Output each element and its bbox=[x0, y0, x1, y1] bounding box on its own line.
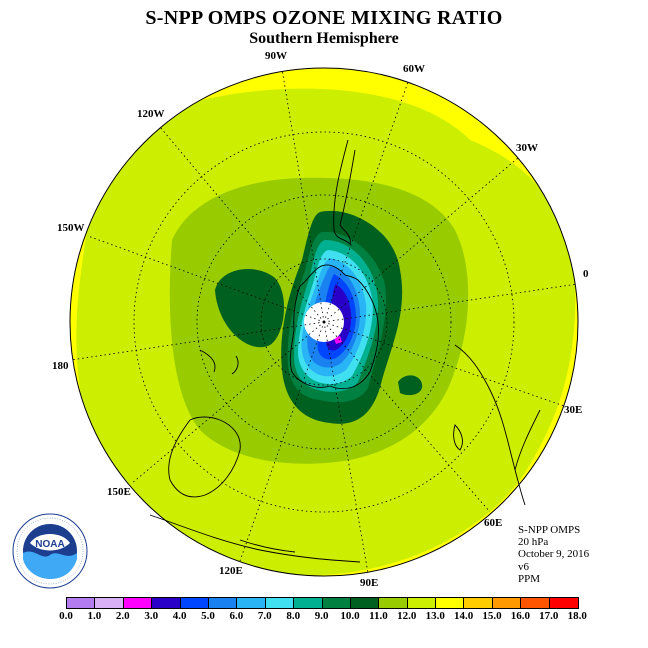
meridian-120e bbox=[239, 321, 325, 562]
meridian-150w bbox=[87, 235, 325, 323]
colorbar-tick-label: 12.0 bbox=[397, 610, 417, 622]
coastlines bbox=[149, 139, 541, 563]
data-info-block: S-NPP OMPS 20 hPa October 9, 2016 v6 PPM bbox=[518, 524, 589, 585]
info-pressure: 20 hPa bbox=[518, 536, 549, 549]
colorbar-cell bbox=[322, 598, 351, 608]
colorbar-tick-label: 15.0 bbox=[482, 610, 502, 622]
latitude-circle-30s bbox=[133, 131, 515, 513]
band-10-blob-east bbox=[398, 375, 423, 396]
colorbar-cell bbox=[152, 598, 181, 608]
band-10-blob-west bbox=[215, 268, 285, 348]
meridian-30w bbox=[323, 157, 519, 323]
lon-label-90w: 90W bbox=[265, 50, 287, 62]
info-version: v6 bbox=[518, 560, 529, 573]
colorbar-cell bbox=[549, 598, 579, 608]
africa-coast bbox=[454, 344, 526, 506]
latitude-circle-70s bbox=[260, 258, 388, 386]
colorbar-cell bbox=[464, 598, 493, 608]
colorbar-cell bbox=[436, 598, 465, 608]
map-title: S-NPP OMPS OZONE MIXING RATIO bbox=[145, 7, 503, 29]
meridian-30e bbox=[323, 321, 565, 407]
colorbar-tick-label: 6.0 bbox=[229, 610, 244, 622]
colorbar-cell bbox=[67, 598, 96, 608]
info-instrument: S-NPP OMPS bbox=[518, 524, 581, 536]
info-date: October 9, 2016 bbox=[518, 548, 590, 561]
lon-label-30w: 30W bbox=[516, 142, 538, 154]
colorbar-cell bbox=[95, 598, 124, 608]
colorbar-tick-label: 14.0 bbox=[453, 610, 474, 622]
colorbar-tick-label: 17.0 bbox=[539, 610, 559, 622]
colorbar-cell bbox=[350, 598, 380, 608]
colorbar-tick-label: 0.0 bbox=[59, 610, 73, 622]
colorbar-cell bbox=[492, 598, 522, 608]
lon-label-120e: 120E bbox=[219, 565, 243, 577]
colorbar-tick-label: 7.0 bbox=[257, 610, 272, 622]
colorbar-tick-label: 2.0 bbox=[115, 610, 130, 622]
lon-label-150e: 150E bbox=[107, 486, 131, 498]
indonesia-coast bbox=[239, 539, 296, 553]
colorbar-tick-label: 1.0 bbox=[87, 610, 102, 622]
colorbar-tick-label: 11.0 bbox=[369, 610, 388, 622]
asia-coast bbox=[149, 514, 361, 563]
colorbar-tick-label: 8.0 bbox=[286, 610, 301, 622]
africa-east-coast bbox=[514, 409, 541, 471]
south-america-coast bbox=[333, 139, 356, 245]
colorbar-cell bbox=[294, 598, 323, 608]
colorbar bbox=[66, 597, 580, 609]
colorbar-labels: 0.0 1.0 2.0 3.0 4.0 5.0 6.0 7.0 8.0 9.0 10.0 11.0 12… bbox=[0, 610, 648, 624]
meridian-120w bbox=[159, 126, 325, 323]
globe-border bbox=[69, 67, 579, 577]
noaa-logo-text: NOAA bbox=[35, 539, 64, 550]
colorbar-cell bbox=[265, 598, 295, 608]
colorbar-tick-label: 10.0 bbox=[340, 610, 360, 622]
antarctic-peninsula-coast bbox=[299, 264, 346, 287]
colorbar-cell bbox=[379, 598, 408, 608]
colorbar-tick-label: 4.0 bbox=[172, 610, 187, 622]
australia-coast bbox=[168, 416, 241, 498]
graticule bbox=[70, 68, 578, 574]
colorbar-cell bbox=[521, 598, 550, 608]
colorbar-tick-label: 13.0 bbox=[425, 610, 445, 622]
colorbar-tick-label: 5.0 bbox=[201, 610, 215, 622]
madagascar-coast bbox=[453, 424, 463, 451]
colorbar-tick-label: 9.0 bbox=[314, 610, 329, 622]
colorbar-tick-label: 16.0 bbox=[510, 610, 531, 622]
lon-label-120w: 120W bbox=[137, 108, 165, 120]
colorbar-cell bbox=[180, 598, 209, 608]
colorbar-cell bbox=[407, 598, 437, 608]
meridian-150e bbox=[130, 321, 325, 485]
new-zealand-coast bbox=[199, 349, 239, 375]
meridian-60e bbox=[323, 321, 491, 513]
colorbar-cell bbox=[237, 598, 266, 608]
noaa-logo: NOAA bbox=[12, 513, 88, 589]
lon-label-30e: 30E bbox=[564, 404, 583, 416]
antarctica-coast bbox=[289, 274, 379, 390]
meridian-60w bbox=[323, 81, 409, 323]
info-units: PPM bbox=[518, 572, 541, 585]
colorbar-tick-label: 3.0 bbox=[144, 610, 159, 622]
colorbar-tick-label: 18.0 bbox=[567, 610, 587, 622]
colorbar-cell bbox=[208, 598, 238, 608]
latitude-circle-50s bbox=[196, 194, 452, 450]
lon-label-0: 0 bbox=[583, 268, 589, 280]
lon-label-180: 180 bbox=[52, 360, 69, 372]
meridian-90e bbox=[323, 321, 369, 574]
colorbar-cell bbox=[123, 598, 153, 608]
lon-label-150w: 150W bbox=[57, 222, 85, 234]
lon-label-60e: 60E bbox=[484, 517, 503, 529]
map-subtitle: Southern Hemisphere bbox=[249, 30, 399, 47]
lon-label-60w: 60W bbox=[403, 63, 425, 75]
lon-label-90e: 90E bbox=[360, 577, 379, 589]
